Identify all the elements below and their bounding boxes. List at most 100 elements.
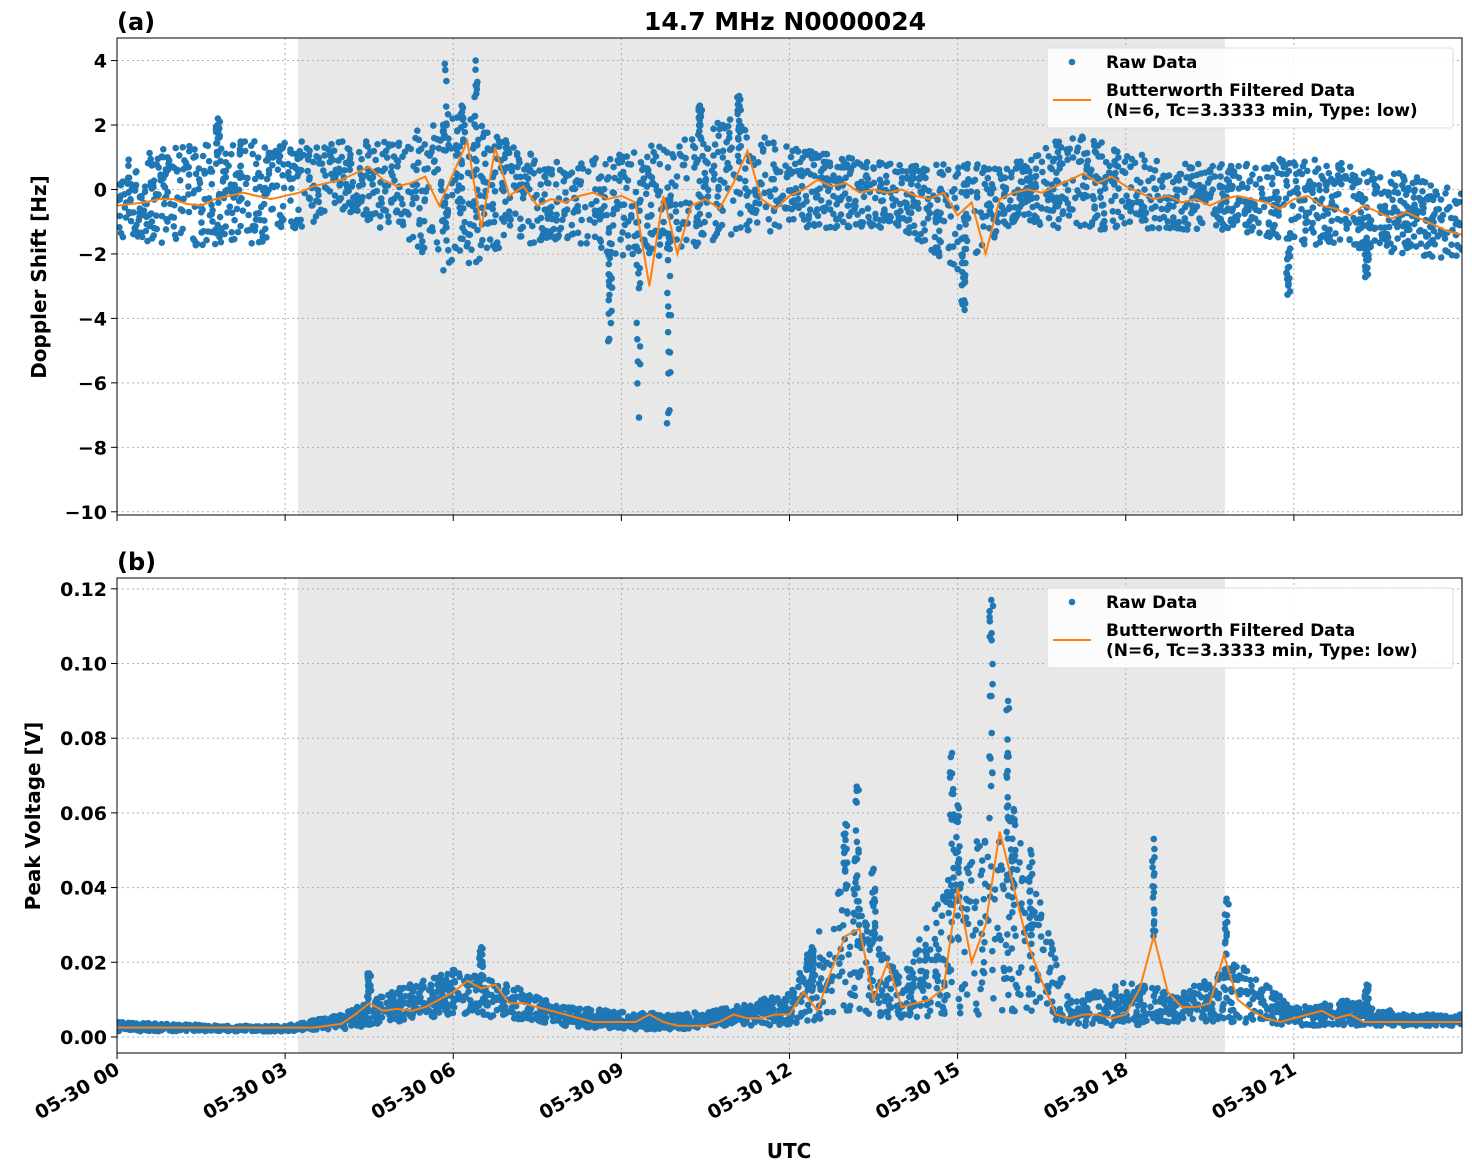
raw-point: [935, 946, 943, 953]
raw-point: [459, 224, 466, 232]
raw-point: [1119, 979, 1127, 987]
raw-point: [449, 971, 456, 979]
raw-point: [466, 231, 474, 239]
raw-point: [413, 166, 420, 174]
raw-point: [789, 147, 796, 155]
raw-point: [1381, 230, 1388, 237]
raw-point: [259, 233, 267, 241]
raw-point: [252, 160, 260, 168]
raw-point: [1302, 227, 1309, 234]
raw-point: [1008, 975, 1016, 983]
raw-point: [442, 103, 450, 110]
raw-point: [265, 186, 272, 194]
raw-point: [920, 220, 927, 227]
raw-point: [1263, 982, 1270, 989]
raw-point: [1225, 1013, 1233, 1021]
raw-point: [606, 250, 614, 258]
raw-point: [1045, 214, 1053, 222]
raw-point: [481, 150, 488, 158]
raw-point: [117, 229, 125, 237]
raw-point: [987, 863, 995, 870]
raw-point: [826, 177, 834, 184]
raw-point: [977, 871, 985, 879]
raw-point: [1108, 1022, 1115, 1029]
raw-point: [255, 169, 262, 177]
raw-point: [905, 974, 913, 981]
raw-point: [506, 194, 514, 202]
raw-point: [835, 972, 843, 980]
raw-point: [289, 223, 297, 230]
raw-point: [332, 166, 340, 174]
raw-point: [744, 226, 752, 234]
raw-point: [368, 175, 375, 182]
raw-point: [790, 197, 797, 204]
raw-point: [844, 202, 852, 209]
raw-point: [1344, 219, 1351, 226]
raw-point: [1437, 1012, 1445, 1019]
raw-point: [354, 201, 362, 208]
raw-point: [557, 224, 565, 232]
raw-point: [605, 271, 612, 278]
raw-point: [958, 297, 965, 305]
raw-point: [840, 164, 848, 171]
y-tick-label: −4: [78, 308, 107, 330]
raw-point: [1049, 979, 1056, 986]
raw-point: [1447, 214, 1455, 222]
raw-point: [505, 208, 513, 215]
raw-point: [949, 243, 957, 250]
raw-point: [775, 200, 783, 208]
raw-point: [895, 214, 903, 222]
raw-point: [605, 296, 613, 304]
raw-point: [870, 164, 877, 171]
raw-point: [399, 153, 406, 160]
raw-point: [1258, 986, 1265, 994]
raw-point: [1385, 223, 1393, 231]
raw-point: [908, 163, 915, 171]
raw-point: [838, 907, 846, 914]
raw-point: [932, 218, 940, 226]
raw-point: [922, 941, 929, 949]
raw-point: [926, 946, 934, 953]
raw-point: [132, 169, 140, 176]
raw-point: [1169, 178, 1177, 186]
raw-point: [741, 177, 749, 185]
raw-point: [756, 200, 763, 207]
raw-point: [1228, 988, 1235, 996]
raw-point: [395, 142, 402, 149]
raw-point: [1002, 941, 1010, 949]
raw-point: [666, 407, 673, 414]
raw-point: [443, 224, 450, 231]
raw-point: [875, 222, 883, 230]
raw-point: [1400, 174, 1407, 182]
raw-point: [417, 145, 425, 153]
raw-point: [981, 880, 989, 888]
raw-point: [1057, 144, 1065, 151]
raw-point: [1032, 890, 1040, 898]
raw-point: [1126, 200, 1134, 207]
raw-point: [537, 236, 545, 244]
raw-point: [352, 206, 360, 214]
raw-point: [1364, 246, 1371, 253]
raw-point: [983, 212, 990, 220]
raw-point: [1404, 241, 1412, 249]
raw-point: [1410, 194, 1418, 201]
raw-point: [144, 237, 151, 245]
raw-point: [1244, 184, 1251, 192]
raw-point: [1334, 178, 1342, 185]
raw-point: [958, 281, 966, 289]
raw-point: [934, 196, 941, 204]
raw-point: [200, 227, 207, 235]
raw-point: [624, 232, 632, 239]
raw-point: [388, 196, 395, 204]
raw-point: [958, 259, 966, 267]
raw-point: [704, 159, 711, 167]
raw-point: [644, 243, 652, 251]
raw-point: [1158, 205, 1165, 213]
raw-point: [153, 225, 160, 233]
raw-point: [269, 205, 277, 213]
raw-point: [1109, 208, 1117, 215]
raw-point: [883, 955, 891, 962]
raw-point: [482, 160, 489, 168]
raw-point: [517, 215, 524, 222]
raw-point: [858, 222, 866, 229]
